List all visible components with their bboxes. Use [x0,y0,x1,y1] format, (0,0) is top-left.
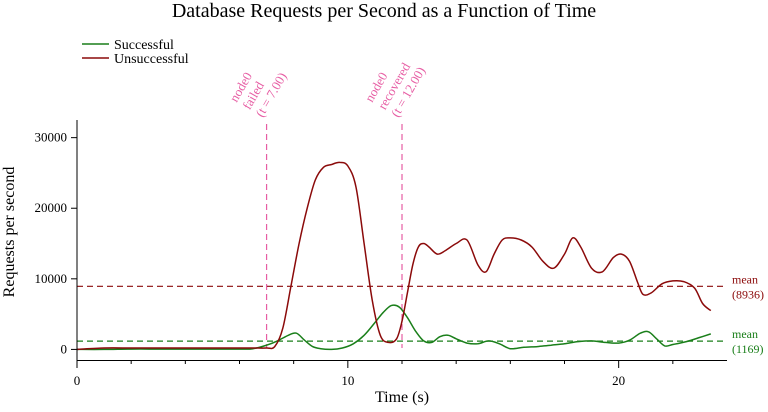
y-tick-label: 30000 [35,130,68,145]
y-tick-label: 10000 [35,271,68,286]
series-layer [76,161,712,351]
y-tick-label: 20000 [35,200,68,215]
axes-layer: 0 10000 20000 30000 0 10 20 [35,120,727,388]
x-axis-label: Time (s) [375,389,429,406]
mean-label: mean [732,272,758,286]
legend-label: Unsuccessful [114,52,189,67]
mean-label: (8936) [732,287,764,301]
series-line-successful [76,304,712,351]
mean-label: mean [732,327,758,341]
series-line-unsuccessful [76,161,712,351]
y-tick-label: 0 [61,341,68,356]
mean-line-layer: mean(8936)mean(1169) [77,272,764,356]
mean-label: (1169) [732,342,764,356]
chart-title: Database Requests per Second as a Functi… [172,0,596,22]
x-tick-label: 20 [612,373,625,388]
x-tick-label: 0 [74,373,81,388]
y-axis-label: Requests per second [1,167,18,298]
legend-label: Successful [114,38,174,53]
x-tick-label: 10 [341,373,354,388]
